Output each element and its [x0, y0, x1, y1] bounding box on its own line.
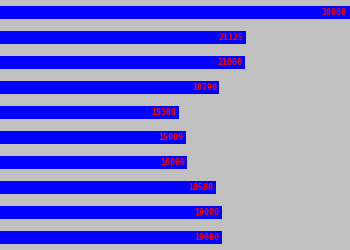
Text: 16000: 16000	[160, 158, 185, 167]
Text: 18790: 18790	[192, 83, 217, 92]
FancyBboxPatch shape	[0, 156, 187, 170]
Text: 21000: 21000	[218, 58, 243, 67]
FancyBboxPatch shape	[0, 30, 246, 44]
FancyBboxPatch shape	[0, 206, 222, 220]
Text: 15900: 15900	[159, 133, 184, 142]
Text: 21125: 21125	[219, 33, 244, 42]
FancyBboxPatch shape	[0, 56, 245, 69]
FancyBboxPatch shape	[0, 106, 178, 120]
Text: 18500: 18500	[189, 183, 214, 192]
FancyBboxPatch shape	[0, 6, 350, 20]
FancyBboxPatch shape	[0, 230, 222, 244]
Text: 19000: 19000	[195, 208, 219, 217]
FancyBboxPatch shape	[0, 180, 216, 194]
FancyBboxPatch shape	[0, 130, 186, 144]
Text: 19000: 19000	[195, 233, 219, 242]
Text: 15300: 15300	[152, 108, 177, 117]
Text: 30000: 30000	[322, 8, 346, 17]
FancyBboxPatch shape	[0, 80, 219, 94]
